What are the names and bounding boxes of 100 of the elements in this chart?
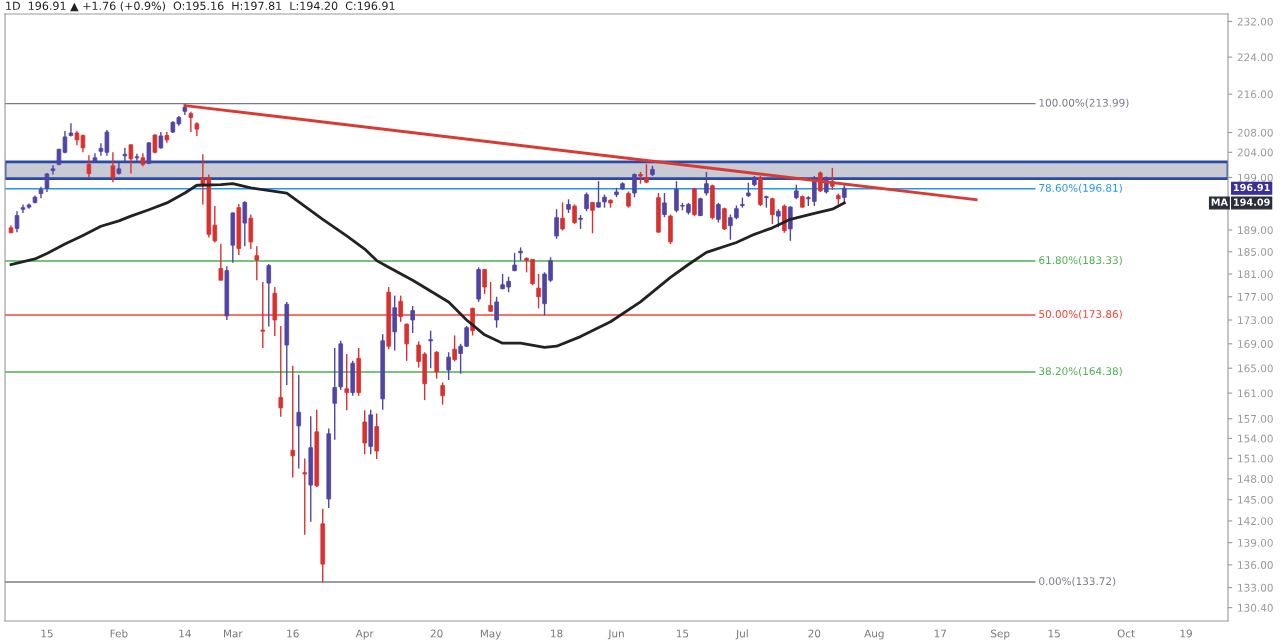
candlestick [266,263,272,328]
x-tick-label: 15 [41,629,53,638]
y-tick-label: 232.00 [1237,17,1273,26]
candlestick [446,351,451,381]
y-tick-label: 161.00 [1238,389,1273,398]
candlestick [440,381,445,406]
candlestick [452,334,457,363]
candlestick [254,245,260,281]
candlestick [536,273,541,310]
candlestick [776,208,781,229]
y-tick-label: 199.00 [1238,173,1273,182]
x-tick-label: 19 [1180,629,1192,638]
x-tick-label: Feb [110,629,128,638]
candlestick [260,281,266,349]
candlestick [434,350,439,380]
candlestick [590,201,595,234]
line-series [9,182,846,349]
candlestick [770,196,775,225]
candlestick [554,208,559,240]
y-tick-label: 157.00 [1238,414,1273,423]
annotation: MA [1211,198,1228,206]
y-tick-label: 165.00 [1238,364,1273,373]
candlestick [716,202,721,224]
chart-title: 1D 196.91 ▲ +1.76 (+0.9%) O:195.16 H:197.81 L:194.20 C:196.91 [6,1,395,12]
y-tick-label: 148.00 [1238,475,1273,483]
candlestick [122,147,128,163]
text: 196.91 [1233,183,1270,192]
y-tick-label: 177.00 [1238,292,1273,301]
x-tick-label: Jun [607,629,624,640]
candlestick [404,322,409,362]
candlestick [584,191,589,213]
x-tick-label: Mar [224,629,243,638]
candlestick [248,213,254,250]
candlestick [398,294,403,323]
x-tick-label: 16 [287,629,299,638]
y-tick-label: 204.00 [1237,148,1273,157]
y-tick-label: 189.00 [1238,226,1273,235]
candlestick [644,163,649,184]
candlestick [302,457,308,536]
y-tick-label: 133.00 [1238,583,1273,592]
y-tick-label: 181.00 [1238,270,1273,279]
x-tick-label: 15 [1048,629,1060,638]
candlestick [14,210,20,233]
y-tick-label: 151.00 [1238,454,1273,463]
candlestick [488,281,493,313]
y-tick-label: 136.00 [1238,561,1273,569]
candlestick [842,182,847,204]
y-tick-label: 185.00 [1238,248,1273,256]
x-tick-label: May [480,629,502,640]
y-tick-label: 145.00 [1238,495,1273,504]
candlestick [278,325,284,418]
candlestick [68,122,74,138]
ref-line-label: 0.00%(133.72) [1039,577,1116,587]
candlestick [428,329,433,369]
candlestick [560,201,565,232]
x-tick-label: 17 [934,629,946,638]
candlestick [242,200,248,247]
x-tick-label: Aug [864,629,884,640]
candlestick [290,365,296,479]
candlestick [86,154,92,179]
x-tick-label: Sep [991,629,1010,640]
x-tick-label: Apr [355,629,374,640]
candlestick [662,192,667,218]
candlestick [344,353,349,412]
candlestick [134,153,140,162]
x-tick-label: 20 [430,629,443,638]
y-tick-label: 208.00 [1237,128,1273,137]
candlestick [218,243,224,281]
candlestick [188,111,194,133]
ref-line-label: 100.00%(213.99) [1039,98,1129,108]
candlestick [50,164,56,176]
candlestick [410,305,415,334]
candlestick [482,268,487,295]
x-tick-label: 18 [551,629,563,638]
candlestick [788,205,793,242]
x-tick-label: 20 [808,629,821,638]
x-tick-label: Jul [735,629,748,640]
ref-line-label: 38.20%(164.38) [1039,366,1122,377]
y-tick-label: 139.00 [1238,538,1273,547]
candlestick [494,296,499,329]
y-tick-label: 142.00 [1238,517,1273,526]
candlestick [572,203,577,225]
text: 194.09 [1233,198,1270,206]
candlestick [128,143,134,175]
candlestick [296,374,302,470]
y-tick-label: 216.00 [1237,90,1273,99]
ref-line-label: 78.60%(196.81) [1039,183,1122,194]
y-tick-label: 173.00 [1238,316,1273,325]
candlestick [704,171,709,197]
y-tick-label: 130.40 [1238,603,1273,612]
candlestick [110,151,116,183]
ref-line-label: 50.00%(173.86) [1039,309,1122,320]
ref-line-label: 61.80%(183.33) [1039,255,1122,266]
y-tick-label: 154.00 [1238,434,1273,443]
x-tick-label: 14 [179,629,191,638]
x-tick-label: 15 [676,629,689,638]
candlestick [632,172,637,198]
candlestick [362,409,367,456]
y-tick-label: 169.00 [1238,340,1273,348]
y-tick-label: 224.00 [1237,53,1273,62]
